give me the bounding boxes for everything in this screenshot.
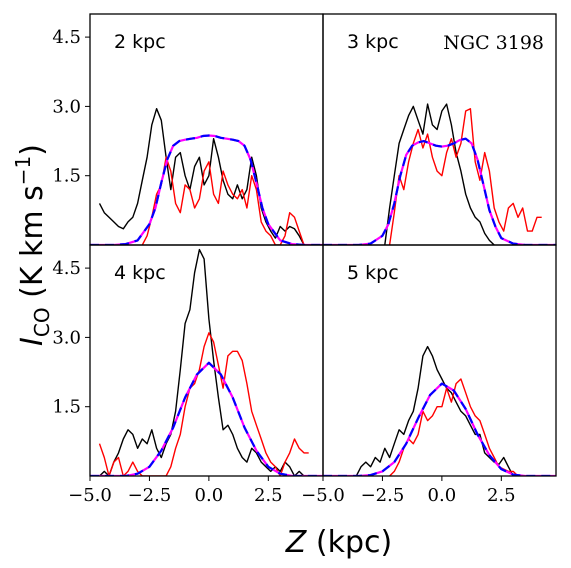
x-tick-label: 2.5 xyxy=(487,485,516,506)
y-axis-title-subscript: CO xyxy=(30,307,54,337)
series-fit-line xyxy=(323,137,556,245)
x-tick-label: −2.5 xyxy=(361,485,405,506)
x-axis-title-symbol: Z xyxy=(285,525,308,560)
x-tick-label: 0.0 xyxy=(428,485,457,506)
y-tick-label: 4.5 xyxy=(52,258,81,279)
series-observed-a-line xyxy=(384,103,495,245)
panel-1: 1.5 3.0 4.5 2 kpc xyxy=(52,13,324,246)
series-observed-b-line xyxy=(388,107,542,245)
y-tick-label: 4.5 xyxy=(52,27,81,48)
y-tick-label: 1.5 xyxy=(52,166,81,187)
y-axis-title-close: ) xyxy=(15,144,50,156)
panel-series-group xyxy=(90,107,323,245)
x-tick-label: −2.5 xyxy=(128,485,172,506)
panel-2: 3 kpc NGC 3198 xyxy=(322,13,557,246)
y-tick-label: 3.0 xyxy=(52,96,81,117)
series-observed-b-line xyxy=(141,156,305,245)
panel-4: −5.0 −2.5 0.0 2.5 5 kpc xyxy=(301,244,557,506)
galaxy-name-label: NGC 3198 xyxy=(443,32,544,54)
x-axis-title-unit: (kpc) xyxy=(306,525,392,560)
y-tick-label: 1.5 xyxy=(52,397,81,418)
series-observed-b-line xyxy=(98,332,309,476)
series-fit-line xyxy=(90,361,323,476)
panel-radius-label: 2 kpc xyxy=(114,31,166,53)
y-axis-title-exponent: −1 xyxy=(11,156,35,185)
series-observed-b-line xyxy=(389,378,542,476)
panel-radius-label: 4 kpc xyxy=(114,262,166,284)
y-axis-title: ICO (K km s−1) xyxy=(11,144,54,346)
x-tick-label: 2.5 xyxy=(254,485,283,506)
panel-radius-label: 5 kpc xyxy=(347,262,399,284)
x-axis-title: Z (kpc) xyxy=(285,525,392,560)
panel-radius-label: 3 kpc xyxy=(347,31,399,53)
series-fit-line xyxy=(323,382,556,476)
series-model-line xyxy=(323,137,556,245)
panel-series-group xyxy=(323,345,556,476)
panel-3: 1.5 3.0 4.5 −5.0 −2.5 0.0 2.5 4 kpc xyxy=(52,244,324,506)
x-tick-label: 0.0 xyxy=(195,485,224,506)
series-observed-a-line xyxy=(99,248,305,476)
series-observed-a-line xyxy=(355,345,514,476)
series-fit-line xyxy=(90,134,323,245)
series-model-line xyxy=(323,382,556,476)
panel-series-group xyxy=(323,103,556,245)
series-model-line xyxy=(90,361,323,476)
y-axis-title-unit: (K km s xyxy=(15,185,50,307)
y-axis-title-symbol: I xyxy=(15,337,50,346)
panels-layer: 1.5 3.0 4.5 2 kpc 3 kpc NGC 3198 1.5 3.0 4.5 −5.0… xyxy=(52,13,557,506)
panel-frame xyxy=(322,244,557,477)
series-observed-a-line xyxy=(98,107,305,245)
x-tick-label: −5.0 xyxy=(301,485,345,506)
x-tick-label: −5.0 xyxy=(68,485,112,506)
panel-series-group xyxy=(90,248,323,476)
y-tick-label: 3.0 xyxy=(52,327,81,348)
